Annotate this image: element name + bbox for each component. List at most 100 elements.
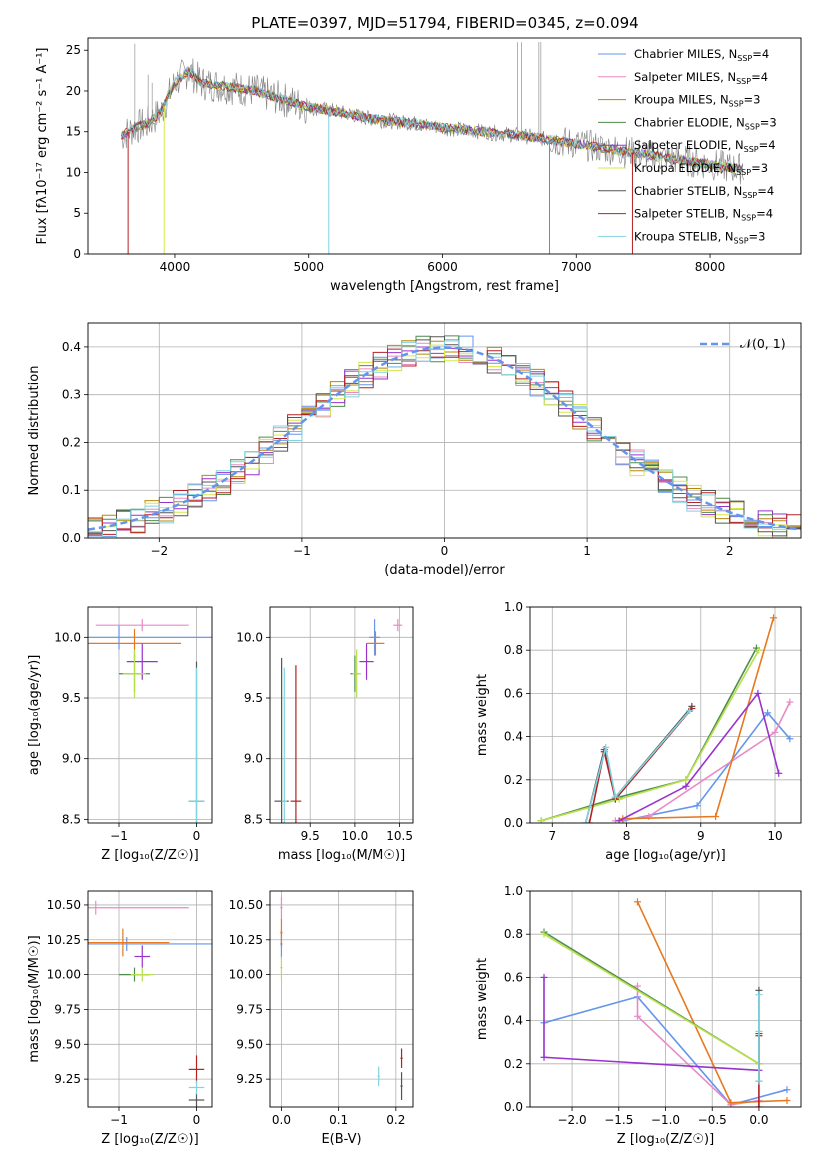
tick-label-y: 0.8 — [504, 643, 523, 657]
tick-label-y: 0.0 — [504, 1100, 523, 1114]
legend-tail: =3 — [744, 93, 761, 107]
legend-label: Salpeter MILES, NSSP=4 — [634, 70, 768, 86]
tick-label-x: 9.5 — [301, 829, 320, 843]
legend-tail: =3 — [751, 161, 768, 175]
legend-sub: SSP — [741, 214, 756, 223]
y-axis-label: Flux [fλ10⁻¹⁷ erg cm⁻² s⁻¹ A⁻¹] — [35, 48, 50, 245]
tick-label-x: −0.5 — [698, 1113, 727, 1127]
legend-tail: =4 — [757, 184, 774, 198]
axes-frame — [529, 606, 802, 824]
tick-label-x: −1.0 — [651, 1113, 680, 1127]
panel-age_vs_mass: 9.5 10.0 10.5 8.5 9.0 9.5 10.0 mass [log₁₀(M/M☉… — [236, 606, 414, 863]
weight-series — [588, 707, 693, 823]
legend-label: Chabrier MILES, NSSP=4 — [634, 47, 769, 63]
axes-frame — [87, 322, 802, 539]
tick-label-x: 4000 — [160, 260, 191, 274]
plot-area — [537, 614, 794, 823]
tick-label-y: 9.75 — [236, 1002, 263, 1016]
tick-label-y: 10.25 — [229, 933, 263, 947]
plot-area — [88, 900, 212, 1107]
tick-label-y: 9.0 — [244, 752, 263, 766]
residual-histogram — [88, 344, 801, 538]
tick-label-y: 0 — [73, 247, 81, 261]
weight-series — [543, 977, 759, 1072]
weight-series — [636, 986, 760, 1106]
axes-frame — [87, 37, 802, 255]
tick-label-y: 9.0 — [62, 752, 81, 766]
x-axis-label: Z [log₁₀(Z/Z☉)] — [101, 1132, 198, 1147]
tick-label-x: 0 — [441, 544, 449, 558]
plot-area — [540, 898, 791, 1107]
y-axis-label: mass [log₁₀(M/M☉)] — [27, 935, 42, 1062]
tick-label-x: 9 — [697, 829, 705, 843]
x-axis-label: E(B-V) — [321, 1132, 361, 1147]
tick-label-x: 10.5 — [386, 829, 413, 843]
tick-label-y: 9.5 — [62, 691, 81, 705]
tick-label-y: 25 — [66, 43, 81, 57]
tick-label-x: −1.5 — [604, 1113, 633, 1127]
y-axis-label: Normed distribution — [27, 366, 42, 496]
tick-label-x: 0.0 — [749, 1113, 768, 1127]
panel-spectrum: 4000 5000 6000 7000 8000 0 5 10 15 20 25 wavelength… — [35, 37, 802, 294]
plot-area — [121, 42, 744, 254]
grid — [88, 607, 212, 823]
legend-sub: SSP — [742, 191, 757, 200]
gaussian-curve — [88, 346, 801, 531]
y-axis-label: age [log₁₀(age/yr)] — [27, 655, 42, 776]
weight-series — [618, 691, 780, 822]
grid — [270, 891, 413, 1107]
tick-label-y: 0.0 — [504, 816, 523, 830]
tick-label-y: 10.25 — [47, 933, 81, 947]
tick-label-x: 7 — [548, 829, 556, 843]
tick-label-y: 8.5 — [244, 812, 263, 826]
tick-label-y: 9.50 — [54, 1037, 81, 1051]
plot-area — [280, 896, 403, 1101]
tick-label-x: −2.0 — [557, 1113, 586, 1127]
x-axis-label: wavelength [Angstrom, rest frame] — [330, 279, 559, 294]
grid — [530, 606, 801, 824]
tick-label-y: 0.1 — [62, 483, 81, 497]
panel-mass_vs_z: −1 0 9.25 9.50 9.75 10.00 10.25 10.50 Z [log₁₀(Z… — [27, 890, 213, 1147]
y-axis-label: mass weight — [475, 958, 490, 1040]
tick-label-y: 10.0 — [236, 630, 263, 644]
tick-label-y: 20 — [66, 84, 81, 98]
tick-label-y: 0.4 — [62, 340, 81, 354]
tick-label-y: 10.50 — [229, 898, 263, 912]
tick-label-y: 1.0 — [504, 884, 523, 898]
tick-label-y: 0.2 — [504, 773, 523, 787]
legend-tail: =3 — [749, 229, 766, 243]
tick-label-y: 10.00 — [47, 968, 81, 982]
tick-label-y: 0.8 — [504, 927, 523, 941]
weight-series — [622, 711, 791, 822]
x-axis-label: (data-model)/error — [384, 563, 505, 578]
tick-label-x: 0 — [193, 1113, 201, 1127]
tick-label-x: 0.2 — [386, 1113, 405, 1127]
grid — [270, 607, 413, 823]
weight-series — [615, 701, 791, 822]
x-axis-label: Z [log₁₀(Z/Z☉)] — [101, 848, 198, 863]
legend: Chabrier MILES, NSSP=4 Salpeter MILES, NS… — [598, 47, 777, 245]
legend-sub: SSP — [729, 100, 744, 109]
tick-label-y: 0.6 — [504, 686, 523, 700]
weight-series — [540, 647, 758, 822]
legend-tail: =4 — [759, 138, 776, 152]
tick-label-y: 10 — [66, 165, 81, 179]
legend-label: Chabrier STELIB, NSSP=4 — [634, 184, 774, 200]
legend-sub: SSP — [737, 54, 752, 63]
axes-frame — [529, 890, 802, 1108]
legend-sub: SSP — [736, 168, 751, 177]
tick-label-y: 8.5 — [62, 812, 81, 826]
tick-label-y: 10.00 — [229, 968, 263, 982]
tick-label-x: 10 — [767, 829, 782, 843]
tick-label-x: 8 — [623, 829, 631, 843]
tick-label-x: −2 — [150, 544, 168, 558]
panel-weight_vs_age: 7 8 9 10 0.0 0.2 0.4 0.6 0.8 1.0 age [log₁₀(age/yr… — [475, 600, 802, 863]
gaussian-legend-label: 𝒩(0, 1) — [740, 336, 786, 351]
tick-label-x: 0.1 — [329, 1113, 348, 1127]
legend-sub: SSP — [745, 122, 760, 131]
tick-label-y: 15 — [66, 125, 81, 139]
legend-label: Salpeter STELIB, NSSP=4 — [634, 207, 773, 223]
tick-label-y: 0.6 — [504, 970, 523, 984]
legend-sub: SSP — [736, 77, 751, 86]
